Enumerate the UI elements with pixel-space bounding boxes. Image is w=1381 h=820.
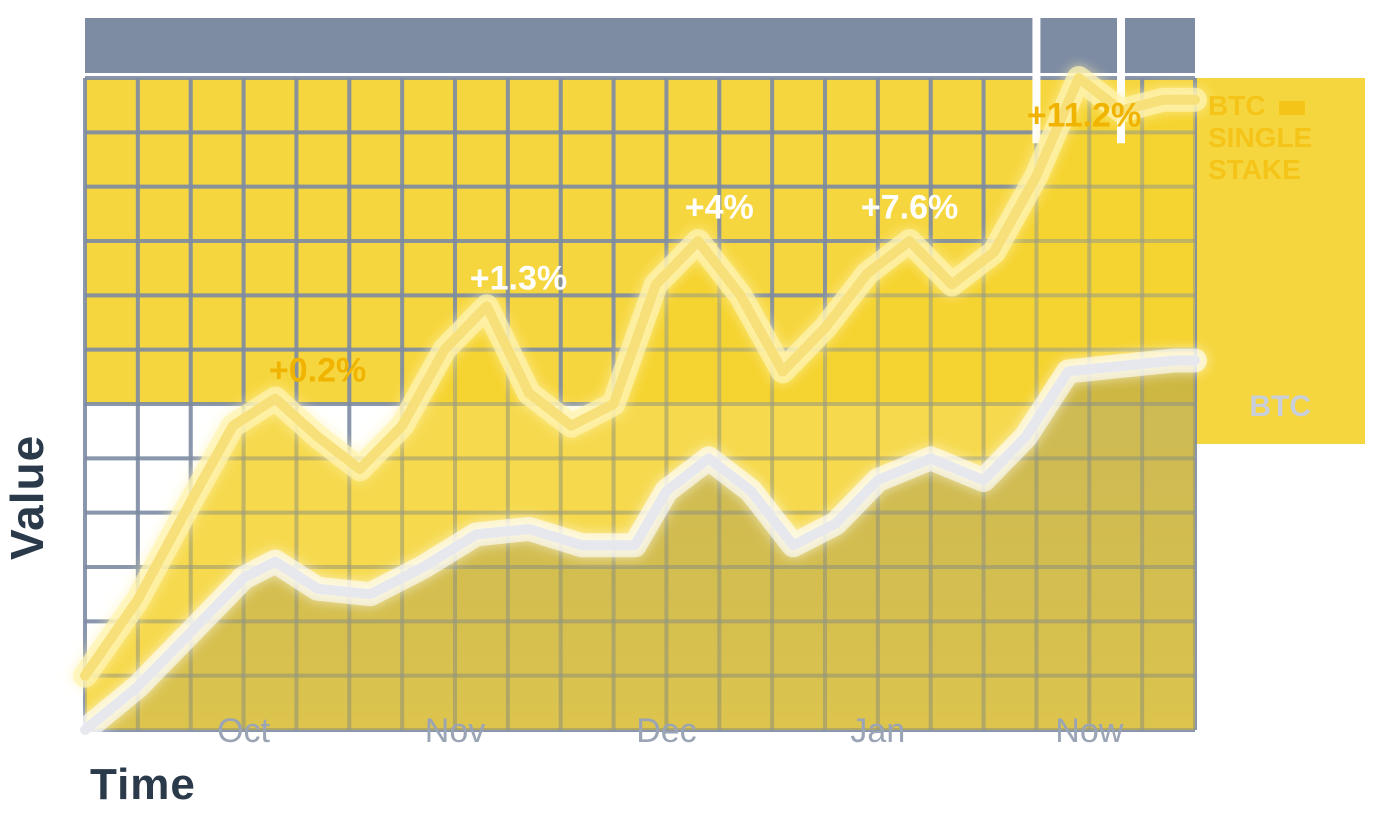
x-tick: Now — [1055, 712, 1123, 751]
x-tick: Dec — [636, 712, 696, 751]
callout: +11.2% — [1027, 97, 1141, 136]
y-axis-label: Value — [0, 435, 54, 560]
legend-btc: BTC — [1249, 390, 1311, 424]
x-tick: Jan — [850, 712, 905, 751]
chart-svg — [0, 0, 1381, 820]
legend-top-line1: BTC — [1208, 90, 1266, 121]
x-tick: Oct — [217, 712, 270, 751]
callout: +7.6% — [861, 189, 958, 228]
callout: +4% — [685, 189, 754, 228]
chart-container: Value Time Oct Nov Dec Jan Now +0.2% +1.3% +4%… — [0, 0, 1381, 820]
x-tick: Nov — [425, 712, 485, 751]
callout: +1.3% — [470, 260, 567, 299]
legend-top-line2: SINGLE — [1208, 122, 1312, 153]
callout: +0.2% — [269, 352, 366, 391]
legend-btc-single-stake: BTC SINGLE STAKE — [1208, 90, 1363, 187]
x-axis-label: Time — [90, 760, 196, 810]
legend-top-line3: STAKE — [1208, 154, 1301, 185]
legend-swatch-icon — [1279, 101, 1305, 115]
